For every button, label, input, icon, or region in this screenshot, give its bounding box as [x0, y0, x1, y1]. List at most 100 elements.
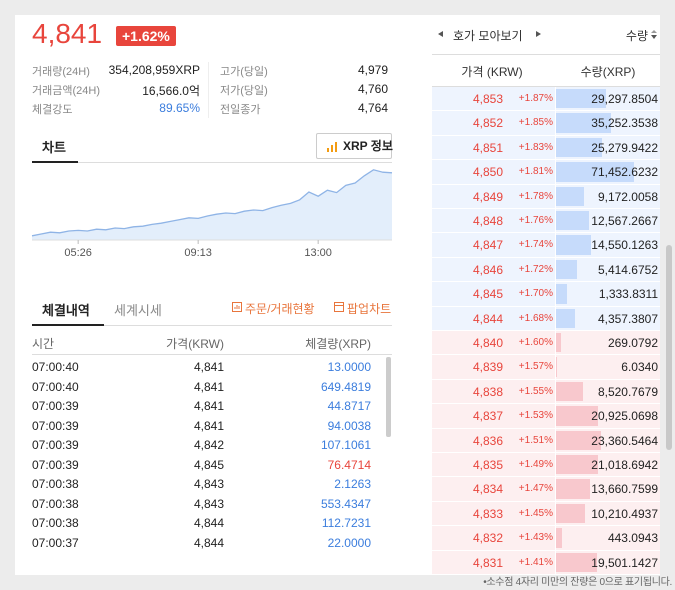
- order-quantity: 21,018.6942: [591, 458, 658, 472]
- depth-bar: [556, 113, 611, 133]
- trade-time: 07:00:39: [32, 399, 79, 413]
- order-quantity: 71,452.6232: [591, 165, 658, 180]
- trade-tab[interactable]: 체결내역: [42, 303, 90, 318]
- info-button[interactable]: XRP 정보: [316, 133, 393, 159]
- depth-bar: [556, 479, 591, 499]
- trade-volume: 34.9283: [221, 555, 371, 556]
- order-change: +1.41%: [518, 556, 553, 568]
- column-header: 수량(XRP): [580, 65, 636, 79]
- depth-bar: [556, 259, 578, 280]
- stat-label: 저가(당일): [220, 85, 268, 97]
- sort-select[interactable]: 수량: [625, 29, 648, 43]
- price-line: [31, 169, 393, 237]
- order-quantity: 269.0792: [607, 336, 658, 350]
- tab-underline: [32, 161, 78, 163]
- order-quantity: 4,357.3807: [597, 311, 658, 326]
- trade-time: 07:00:38: [32, 496, 79, 511]
- order-price: 4,836: [472, 433, 503, 448]
- divider: [208, 62, 209, 118]
- scrollbar[interactable]: [386, 357, 391, 437]
- order-row: [432, 233, 660, 257]
- order-quantity: 443.0943: [607, 531, 658, 546]
- order-row: [432, 379, 660, 404]
- order-price: 4,835: [472, 458, 503, 472]
- depth-bar: [556, 357, 557, 377]
- trade-volume: 44.8717: [327, 399, 371, 413]
- chart-tab[interactable]: 차트: [42, 140, 66, 155]
- trade-list: 07:00:40 4,841 13.0000 07:00:40 4,841 649.481…: [0, 355, 400, 556]
- order-price: 4,832: [472, 531, 503, 546]
- order-change: +1.81%: [518, 166, 553, 178]
- order-price: 4,845: [472, 287, 503, 302]
- trade-price: 4,842: [193, 438, 224, 452]
- stat-value: 16,566.0억: [142, 84, 200, 98]
- stat-value: 354,208,959XRP: [108, 63, 200, 77]
- order-change: +1.43%: [518, 532, 553, 544]
- info-icon: [327, 142, 337, 152]
- depth-bar: [556, 162, 634, 182]
- trade-volume: 553.4347: [320, 496, 371, 511]
- order-row: [432, 184, 660, 208]
- header-line: [432, 54, 660, 55]
- next-arrow[interactable]: [534, 30, 542, 38]
- order-row: [432, 477, 660, 501]
- trade-volume: 649.4819: [320, 379, 371, 394]
- prev-arrow[interactable]: [437, 30, 445, 38]
- trade-volume: 13.0000: [327, 360, 371, 374]
- trade-price: 4,843: [193, 477, 224, 491]
- order-price: 4,848: [472, 214, 503, 228]
- depth-bar: [556, 137, 603, 158]
- tab-line: [32, 325, 392, 326]
- order-row: [432, 428, 660, 452]
- order-quantity: 23,360.5464: [591, 433, 658, 448]
- order-price: 4,851: [472, 140, 503, 155]
- stat-label: 거래량(24H): [32, 66, 90, 78]
- popup-icon: [334, 302, 344, 312]
- sort-arrow[interactable]: [650, 29, 658, 40]
- x-tick-label: 09:13: [184, 247, 212, 259]
- scrollbar[interactable]: [666, 245, 672, 450]
- depth-bar: [556, 235, 592, 255]
- price: 4,841: [32, 18, 103, 49]
- order-quantity: 10,210.4937: [591, 506, 658, 521]
- order-icon: [232, 302, 242, 312]
- trade-volume: 107.1061: [320, 438, 371, 452]
- order-change: +1.70%: [518, 288, 553, 300]
- order-change: +1.87%: [518, 93, 553, 104]
- trade-price: 4,844: [193, 535, 224, 550]
- link[interactable]: 주문/거래현황: [245, 302, 315, 316]
- order-change: +1.72%: [518, 263, 553, 275]
- x-tick-label: 13:00: [304, 247, 332, 259]
- order-quantity: 1,333.8311: [598, 287, 658, 302]
- depth-bar: [556, 284, 567, 304]
- order-quantity: 35,252.3538: [591, 116, 658, 131]
- trade-time: 07:00:37: [32, 535, 79, 550]
- link[interactable]: 팝업차트: [347, 302, 392, 316]
- order-row: [432, 550, 660, 574]
- trade-price: 4,841: [193, 399, 224, 413]
- trade-time: 07:00:36: [32, 555, 79, 556]
- order-quantity: 14,550.1263: [591, 238, 658, 253]
- x-tick-label: 05:26: [64, 247, 92, 259]
- order-price: 4,850: [472, 165, 503, 180]
- order-change: +1.45%: [518, 507, 553, 519]
- trade-tab[interactable]: 세계시세: [114, 303, 162, 318]
- price-chart: 05:26 09:13 13:00: [31, 169, 393, 259]
- order-row: [432, 282, 660, 306]
- trade-time: 07:00:39: [32, 457, 79, 472]
- order-row: [432, 331, 660, 355]
- tab-line: [32, 162, 392, 163]
- order-quantity: 13,660.7599: [591, 482, 658, 497]
- depth-bar: [556, 552, 597, 572]
- order-quantity: 29,297.8504: [591, 92, 658, 106]
- column-header: 시간: [32, 337, 55, 351]
- orderbook-title[interactable]: 호가 모아보기: [453, 29, 523, 43]
- depth-bar: [556, 430, 601, 450]
- stat-label: 거래금액(24H): [32, 85, 100, 97]
- order-price: 4,833: [472, 506, 503, 521]
- order-row: [432, 501, 660, 526]
- trade-price: 4,841: [193, 360, 224, 374]
- order-price: 4,852: [472, 116, 503, 131]
